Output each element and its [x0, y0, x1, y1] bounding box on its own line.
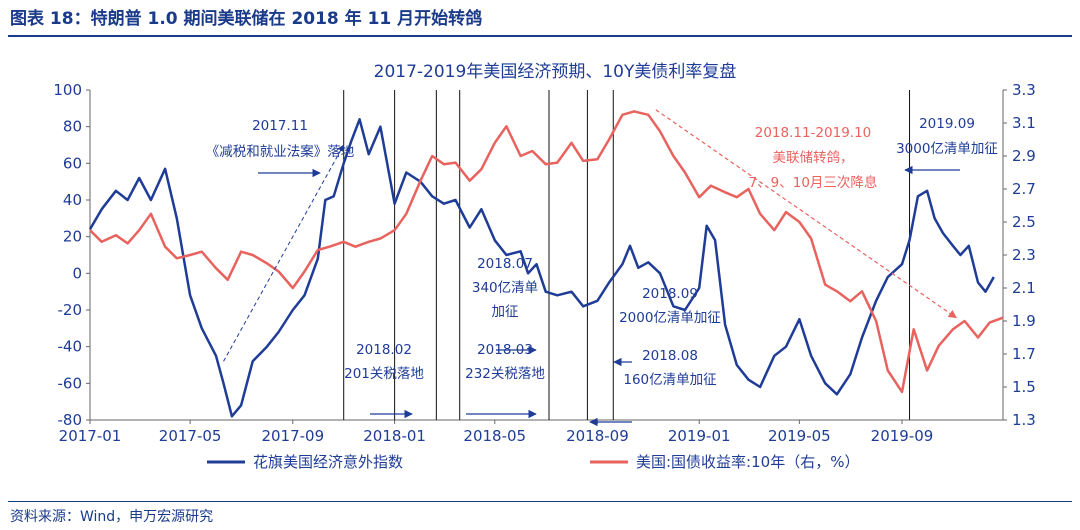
event-lines [343, 90, 911, 420]
x-tick-label: 2018-01 [363, 427, 426, 445]
y-right-tick-label: 2.7 [1012, 180, 1036, 198]
chart-title: 2017-2019年美国经济预期、10Y美债利率复盘 [374, 62, 737, 82]
x-tick-label: 2017-05 [159, 427, 222, 445]
annotations: 2017.11 《减税和就业法案》落地 2018.02 201关税落地 2018.032… [206, 109, 998, 427]
legend: 花旗美国经济意外指数 美国:国债收益率:10年（右，%） [207, 453, 859, 471]
source-note: 资料来源：Wind，申万宏源研究 [10, 509, 214, 525]
annotation-text: 2000亿清单加征 [619, 310, 721, 326]
source-rule [8, 501, 1072, 502]
annotation-text: 《减税和就业法案》落地 [206, 143, 355, 160]
y-left-tick-label: -60 [58, 374, 83, 392]
y-left-tick-label: 20 [63, 228, 82, 246]
y-right-tick-label: 1.7 [1012, 345, 1036, 363]
annotation-text: 2018.09 [642, 286, 698, 302]
annotation-text: 2018.08 [642, 348, 698, 364]
annotation: 2017.11 《减税和就业法案》落地 [206, 118, 355, 178]
annotation-text: 2019.09 [919, 116, 975, 132]
legend-label: 美国:国债收益率:10年（右，%） [636, 453, 859, 471]
x-tick-label: 2019-01 [668, 427, 731, 445]
x-tick-label: 2019-05 [768, 427, 831, 445]
title-rule [8, 35, 1072, 37]
chart: 2017-2019年美国经济预期、10Y美债利率复盘 100 80 60 40 20 0 -… [53, 62, 1036, 471]
y-left-tick-label: 100 [53, 81, 82, 99]
y-right-tick-label: 2.9 [1012, 147, 1036, 165]
annotation-text: 232关税落地 [465, 366, 545, 382]
y-left-tick-label: -40 [58, 338, 83, 356]
annotation-text: 加征 [492, 304, 519, 320]
y-right-tick-label: 2.3 [1012, 246, 1036, 264]
y-right-tick-label: 3.3 [1012, 81, 1036, 99]
annotation-text: 2017.11 [252, 118, 308, 134]
y-right-tick-label: 2.5 [1012, 213, 1036, 231]
annotation: 2018.08 160亿清单加征 [589, 348, 717, 427]
annotation-text: 201关税落地 [344, 366, 424, 382]
annotation: 2018.09 2000亿清单加征 [613, 286, 721, 367]
y-left-tick-label: 40 [63, 191, 82, 209]
x-tick-label: 2018-05 [463, 427, 526, 445]
y-left-tick-label: 80 [63, 118, 82, 136]
annotation-text: 7、9、10月三次降息 [749, 174, 878, 191]
annotation-text: 2018.02 [356, 342, 412, 358]
x-tick-label: 2018-09 [566, 427, 629, 445]
annotation-text: 340亿清单 [472, 280, 538, 296]
y-left-tick-label: -20 [58, 301, 83, 319]
y-right-tick-label: 2.1 [1012, 279, 1036, 297]
trend-arrow-down [655, 109, 957, 319]
annotation: 2018.11-2019.10 美联储转鸽， 7、9、10月三次降息 [749, 125, 878, 191]
annotation-text: 160亿清单加征 [623, 372, 716, 388]
x-tick-label: 2019-09 [871, 427, 934, 445]
x-tick-label: 2017-09 [261, 427, 324, 445]
series-line [89, 110, 1004, 394]
y-left-tick-label: 0 [72, 264, 82, 282]
y-right-tick-label: 1.9 [1012, 312, 1036, 330]
annotation: 2019.09 3000亿清单加征 [896, 116, 998, 175]
trend-arrow-up [223, 144, 345, 362]
legend-label: 花旗美国经济意外指数 [253, 453, 403, 471]
figure-title: 图表 18：特朗普 1.0 期间美联储在 2018 年 11 月开始转鸽 [10, 9, 483, 29]
annotation-text: 美联储转鸽， [773, 149, 854, 166]
x-tick-label: 2017-01 [59, 427, 122, 445]
series-lines [88, 110, 1004, 418]
annotation-text: 3000亿清单加征 [896, 141, 998, 157]
series-line [88, 118, 995, 418]
annotation-text: 2018.07 [477, 256, 533, 272]
axes: 100 80 60 40 20 0 -20 -40 -60 -80 3.3 3.1 2.9 2.7 2.5 2… [53, 81, 1036, 445]
y-right-tick-label: 1.3 [1012, 411, 1036, 429]
annotation: 2018.02 201关税落地 [344, 342, 424, 419]
y-right-tick-label: 3.1 [1012, 114, 1036, 132]
y-left-tick-label: -80 [58, 411, 83, 429]
y-left-tick-label: 60 [63, 154, 82, 172]
y-right-tick-label: 1.5 [1012, 378, 1036, 396]
annotation-text: 2018.11-2019.10 [755, 125, 872, 141]
